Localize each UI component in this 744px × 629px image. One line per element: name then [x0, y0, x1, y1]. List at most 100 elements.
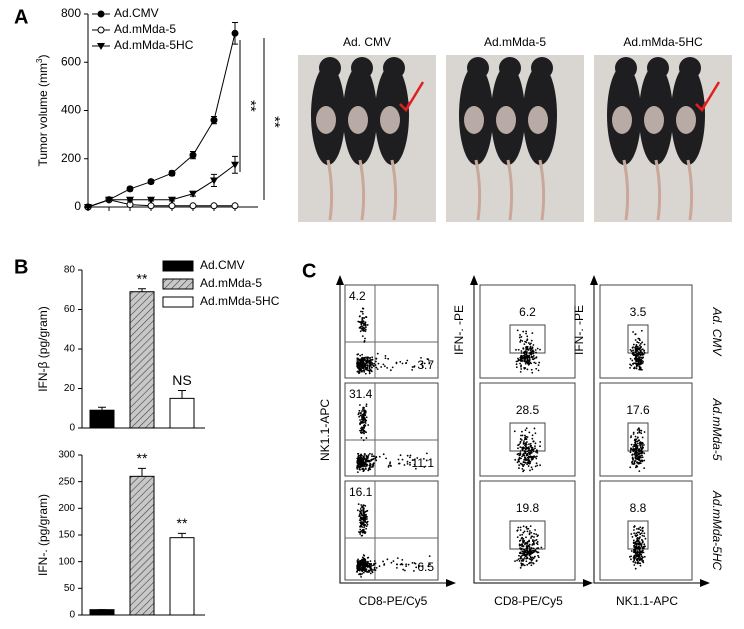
event-dot	[518, 543, 521, 546]
event-dot	[363, 370, 366, 373]
event-dot	[367, 469, 370, 472]
event-dot	[633, 526, 635, 528]
event-dot	[526, 530, 529, 533]
event-dot	[362, 456, 365, 459]
event-dot	[359, 533, 362, 535]
event-dot	[643, 532, 646, 535]
event-dot	[528, 539, 531, 542]
event-dot	[359, 459, 361, 461]
event-dot	[420, 363, 423, 365]
event-dot	[528, 431, 531, 434]
event-dot	[526, 563, 529, 566]
event-dot	[639, 342, 642, 345]
event-dot	[513, 430, 516, 433]
event-dot	[358, 515, 361, 518]
marker	[126, 185, 134, 193]
event-dot	[519, 446, 522, 449]
axis-arrow	[336, 275, 344, 285]
event-dot	[525, 438, 528, 440]
event-dot	[643, 535, 646, 538]
event-dot	[530, 537, 532, 539]
marker	[168, 169, 176, 177]
y-axis-label: Tumor volume (mm3)	[35, 54, 51, 166]
event-dot	[523, 440, 525, 443]
event-dot	[638, 542, 641, 545]
event-dot	[537, 556, 540, 559]
event-dot	[638, 470, 641, 473]
event-dot	[638, 356, 640, 358]
event-dot	[518, 467, 520, 469]
event-dot	[357, 458, 360, 460]
event-dot	[527, 349, 530, 351]
event-dot	[528, 543, 531, 546]
event-dot	[531, 468, 534, 471]
event-dot	[416, 457, 419, 459]
event-dot	[638, 427, 640, 430]
event-dot	[638, 358, 641, 361]
event-dot	[356, 509, 359, 512]
event-dot	[409, 463, 411, 466]
shaved-patch	[644, 106, 664, 134]
event-dot	[365, 527, 368, 530]
event-dot	[638, 448, 641, 450]
event-dot	[524, 551, 527, 554]
event-dot	[641, 460, 644, 463]
event-dot	[427, 565, 430, 568]
event-dot	[359, 330, 362, 333]
mouse-head	[499, 57, 521, 79]
event-dot	[356, 562, 359, 565]
marker	[126, 196, 134, 204]
mouse-head	[383, 57, 405, 79]
marker	[231, 29, 239, 37]
event-dot	[365, 416, 368, 419]
event-dot	[362, 406, 365, 409]
event-dot	[637, 442, 639, 445]
event-dot	[632, 555, 635, 558]
row-label: Ad. CMV	[710, 306, 724, 356]
event-dot	[634, 546, 636, 549]
event-dot	[362, 571, 365, 574]
event-dot	[534, 465, 537, 468]
event-dot	[363, 465, 366, 468]
event-dot	[633, 529, 635, 531]
event-dot	[639, 551, 642, 554]
mouse-tail	[538, 159, 546, 221]
event-dot	[405, 563, 408, 566]
event-dot	[632, 458, 635, 461]
event-dot	[361, 366, 364, 369]
event-dot	[360, 436, 363, 439]
event-dot	[420, 356, 422, 359]
event-dot	[637, 456, 640, 459]
event-dot	[359, 431, 362, 434]
event-dot	[537, 369, 540, 372]
event-dot	[630, 435, 633, 437]
event-dot	[527, 342, 530, 344]
event-dot	[525, 553, 528, 556]
event-dot	[362, 554, 365, 556]
y-tick-label: 200	[58, 503, 75, 514]
event-dot	[529, 555, 532, 558]
event-dot	[518, 460, 521, 463]
event-dot	[399, 360, 402, 363]
event-dot	[366, 515, 368, 518]
event-dot	[635, 347, 638, 350]
event-dot	[361, 310, 364, 313]
event-dot	[358, 513, 361, 516]
event-dot	[366, 564, 368, 567]
event-dot	[520, 368, 523, 370]
event-dot	[525, 354, 527, 356]
event-dot	[357, 413, 360, 416]
gate-value: 6.2	[519, 305, 536, 319]
event-dot	[634, 339, 637, 341]
shaved-patch	[380, 106, 400, 134]
event-dot	[359, 454, 362, 457]
event-dot	[534, 445, 536, 448]
event-dot	[364, 467, 367, 470]
event-dot	[365, 361, 368, 364]
event-dot	[361, 408, 364, 411]
event-dot	[358, 454, 360, 457]
event-dot	[405, 565, 408, 568]
event-dot	[360, 516, 363, 519]
event-dot	[521, 467, 524, 470]
event-dot	[534, 349, 537, 351]
